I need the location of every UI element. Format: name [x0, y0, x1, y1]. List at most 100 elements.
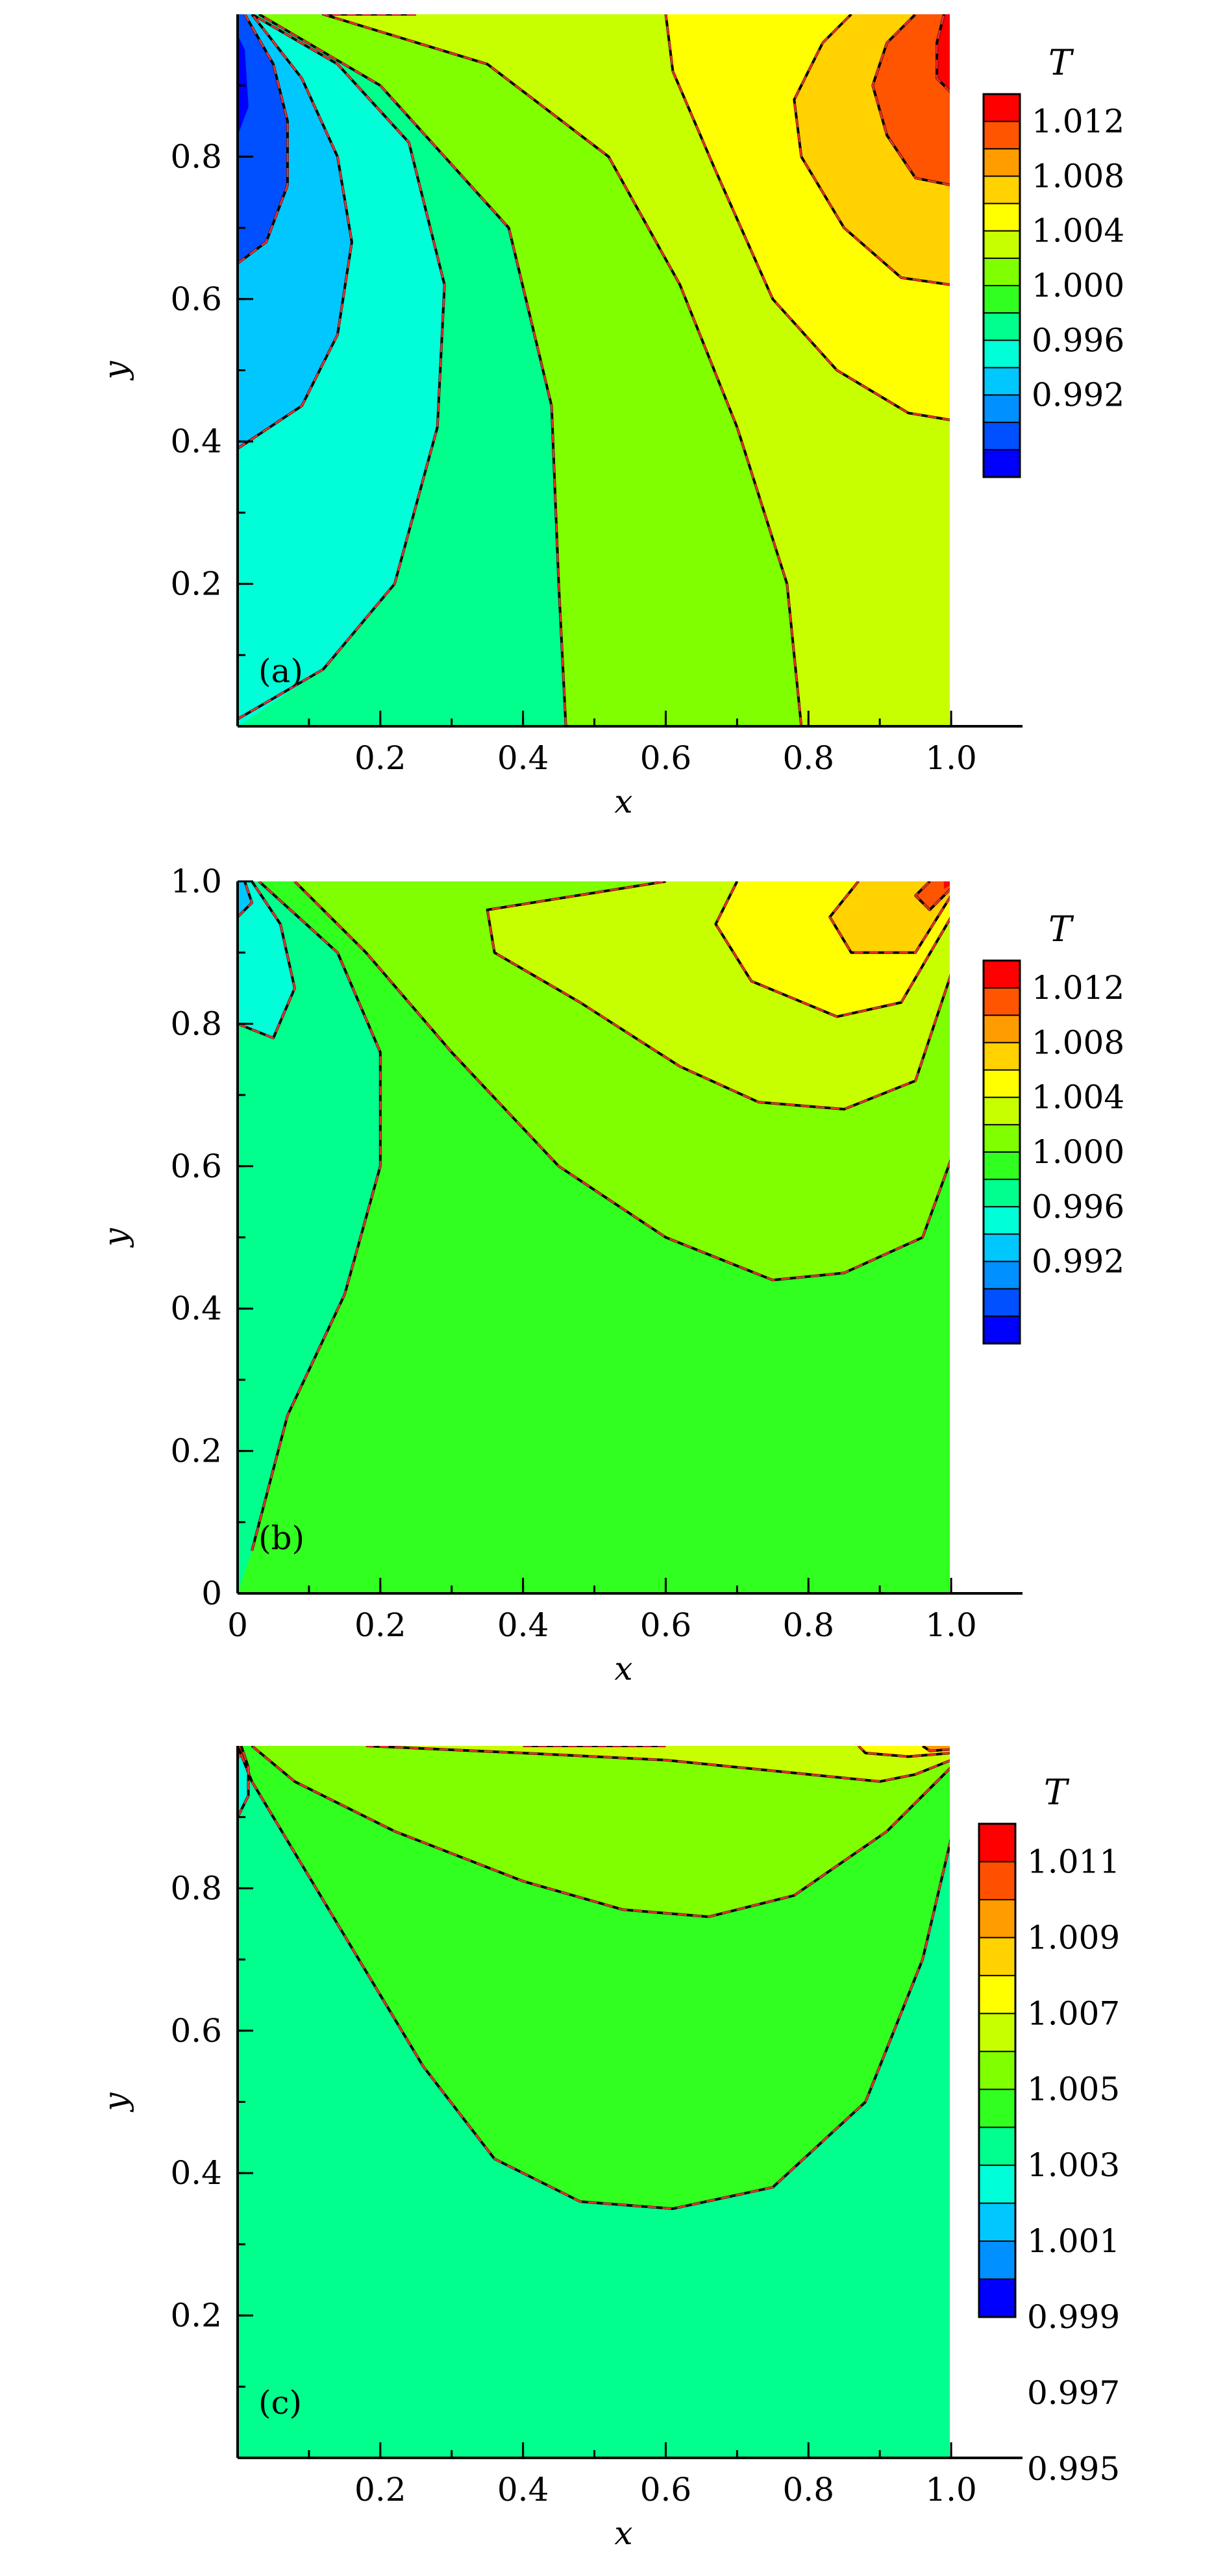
x-tick-label: 1.0 [925, 1606, 977, 1644]
y-tick-label: 0.2 [170, 2297, 222, 2335]
colorbar-swatch [983, 1014, 1021, 1044]
contour-line-dashed-6 [665, 14, 950, 421]
colorbar-swatch [983, 1096, 1021, 1126]
colorbar-label: 1.011 [1027, 1843, 1120, 1880]
contour-line-dashed-0 [238, 14, 446, 720]
contour-lines [238, 14, 950, 726]
colorbar-swatch [983, 257, 1021, 287]
contour-line-dashed-5 [238, 1746, 249, 1818]
colorbar-title: T [1044, 1772, 1070, 1813]
colorbar-label: 1.004 [1032, 212, 1124, 250]
colorbar-label: 1.000 [1032, 1133, 1124, 1171]
colorbar-label: 0.992 [1032, 376, 1124, 414]
colorbar-swatch [983, 312, 1021, 341]
contour-region-9 [943, 881, 950, 889]
colorbar-swatch [983, 175, 1021, 205]
colorbar-swatch [983, 93, 1021, 123]
colorbar-swatch [983, 1315, 1021, 1345]
colorbar-label: 1.001 [1027, 2222, 1120, 2260]
colorbar-swatch [983, 121, 1021, 150]
contour-line-dashed-2 [366, 1746, 950, 1783]
colorbar-frame [982, 959, 1021, 1345]
contour-line-dashed-9 [936, 14, 950, 93]
colorbar-label: 1.008 [1032, 1024, 1124, 1061]
colorbar-swatch [978, 2165, 1016, 2205]
contour-fills [238, 14, 950, 726]
y-axis-label: y [97, 2092, 134, 2113]
x-tick-label: 0.6 [640, 739, 692, 777]
contour-lines [238, 881, 950, 1551]
colorbar-swatch [978, 1898, 1016, 1939]
colorbar-swatch [983, 1151, 1021, 1181]
x-axis-label: x [614, 2514, 632, 2552]
panel-label: (a) [258, 652, 303, 690]
colorbar-label: 0.995 [1027, 2450, 1120, 2488]
y-axis-label: y [97, 361, 134, 381]
contour-line-dashed-4 [486, 881, 950, 1110]
y-tick-label: 0 [201, 1575, 222, 1612]
colorbar-swatch [983, 1288, 1021, 1318]
colorbar-swatch [983, 1069, 1021, 1099]
y-tick-label: 0.8 [170, 1005, 222, 1042]
x-tick-label: 0.6 [640, 2471, 692, 2509]
x-tick-label: 0.8 [783, 2471, 835, 2509]
colorbar-swatch [978, 1861, 1016, 1901]
x-axis-label: x [614, 783, 632, 820]
contour-lines [238, 1746, 950, 2211]
y-tick-label: 0.8 [170, 1869, 222, 1907]
colorbar-swatch [983, 1233, 1021, 1263]
colorbar-label: 1.003 [1027, 2146, 1120, 2184]
colorbar-swatch [983, 202, 1021, 232]
contour-line-dashed-5 [714, 881, 950, 1018]
x-tick-label: 0.4 [497, 2471, 549, 2509]
colorbar-swatch [978, 2089, 1016, 2129]
chart-panel-c: 0.2 0.4 0.6 0.8 1.0 0.2 0.4 0.6 0.8 x y (c) 1.011 1.0… [97, 1746, 1120, 2552]
colorbar-swatch [983, 1123, 1021, 1153]
y-tick-label: 0.4 [170, 2154, 222, 2192]
colorbar-label: 1.012 [1032, 103, 1124, 140]
contour-line-dashed-3 [258, 14, 567, 726]
colorbar-swatch [978, 2050, 1016, 2091]
colorbar-frame [982, 93, 1021, 478]
y-tick-label: 0.6 [170, 1147, 222, 1185]
contour-line-dashed-6 [828, 881, 950, 954]
colorbar-label: 0.997 [1027, 2374, 1120, 2412]
colorbar-title: T [1048, 42, 1074, 83]
colorbar-title: T [1048, 909, 1074, 950]
contour-line-dashed-1 [251, 1746, 950, 1918]
contour-line-dashed-1 [238, 881, 296, 1040]
colorbar-label: 1.008 [1032, 157, 1124, 195]
y-tick-label: 1.0 [170, 863, 222, 900]
colorbar-swatch [978, 2013, 1016, 2053]
x-tick-label: 0.8 [783, 1606, 835, 1644]
contour-line-dashed-7 [793, 14, 950, 286]
contour-fills [238, 881, 950, 1593]
colorbar-label: 1.012 [1032, 969, 1124, 1007]
colorbar-swatch [983, 367, 1021, 397]
y-tick-label: 0.6 [170, 280, 222, 318]
contour-line-dashed-4 [922, 1746, 950, 1752]
colorbar-swatch [983, 285, 1021, 314]
colorbar-swatch [983, 148, 1021, 177]
contour-line-dashed-0 [251, 881, 382, 1551]
x-tick-label: 0.8 [783, 739, 835, 777]
y-tick-label: 0.4 [170, 1290, 222, 1327]
colorbar-swatch [978, 2126, 1016, 2166]
colorbar-swatch [978, 2278, 1016, 2318]
y-tick-label: 0.2 [170, 565, 222, 603]
contour-line-dashed-3 [293, 881, 950, 1281]
colorbar-label: 1.005 [1027, 2070, 1120, 2108]
contour-fills [238, 1746, 950, 2458]
contour-line-dashed-4 [323, 14, 802, 726]
colorbar-label: 0.999 [1027, 2298, 1120, 2336]
chart-panel-b: 0 0.2 0.4 0.6 0.8 1.0 0 0.2 0.4 0.6 0.8 1.0 x y (b) 1.0… [97, 863, 1124, 1687]
colorbar-label: 0.992 [1032, 1243, 1124, 1281]
panel-label: (c) [258, 2384, 302, 2422]
colorbar-swatch [983, 1042, 1021, 1072]
x-tick-label: 0.4 [497, 1606, 549, 1644]
chart-panel-a: 0.2 0.4 0.6 0.8 1.0 0.2 0.4 0.6 0.8 x y (a) 1.012 1.0… [97, 14, 1124, 820]
x-axis-label: x [614, 1650, 632, 1687]
x-tick-label: 1.0 [925, 2471, 977, 2509]
colorbar-swatch [983, 394, 1021, 424]
